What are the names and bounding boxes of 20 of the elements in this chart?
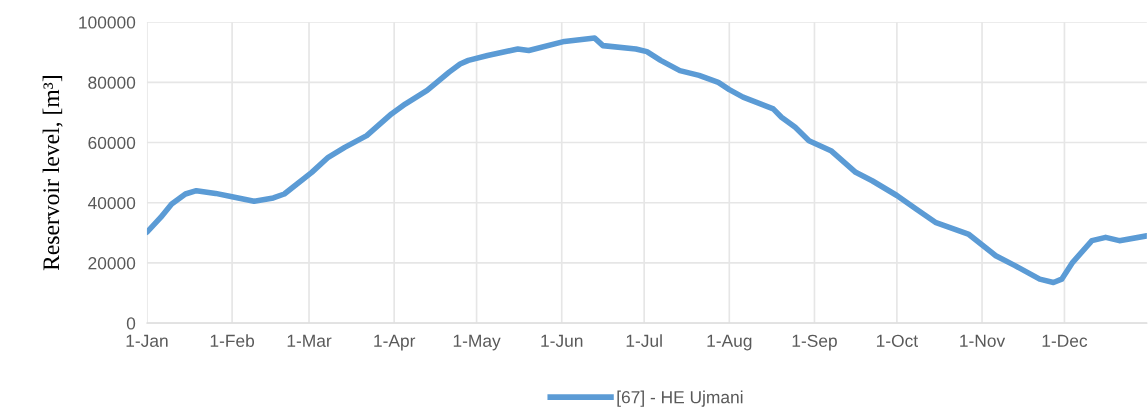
y-tick-label: 0: [126, 317, 136, 330]
x-tick-label: 1-Dec: [1042, 334, 1088, 347]
y-axis-title: Reservoir level, [m³]: [42, 76, 63, 271]
x-tick-label: 1-Nov: [960, 334, 1006, 347]
y-tick-label: 60000: [88, 136, 136, 149]
x-tick-label: 1-Mar: [287, 334, 332, 347]
x-tick-label: 1-Aug: [707, 334, 752, 351]
y-tick-label: 100000: [79, 16, 136, 29]
x-tick-label: 1-Jan: [126, 334, 168, 347]
y-tick-label: 20000: [88, 257, 136, 270]
x-tick-label: 1-Jun: [541, 334, 583, 347]
x-tick-label: 1-Jul: [626, 334, 662, 347]
y-tick-label: 40000: [87, 196, 136, 210]
x-tick-label: 1-Feb: [210, 334, 255, 347]
x-tick-label: 1-Apr: [374, 334, 416, 351]
x-tick-label: 1-Sep: [792, 334, 837, 351]
y-tick-label: 80000: [88, 76, 136, 89]
x-tick-label: 1-May: [453, 334, 501, 351]
legend-label: [67] - HE Ujmani: [617, 390, 743, 407]
x-tick-label: 1-Oct: [876, 334, 918, 347]
